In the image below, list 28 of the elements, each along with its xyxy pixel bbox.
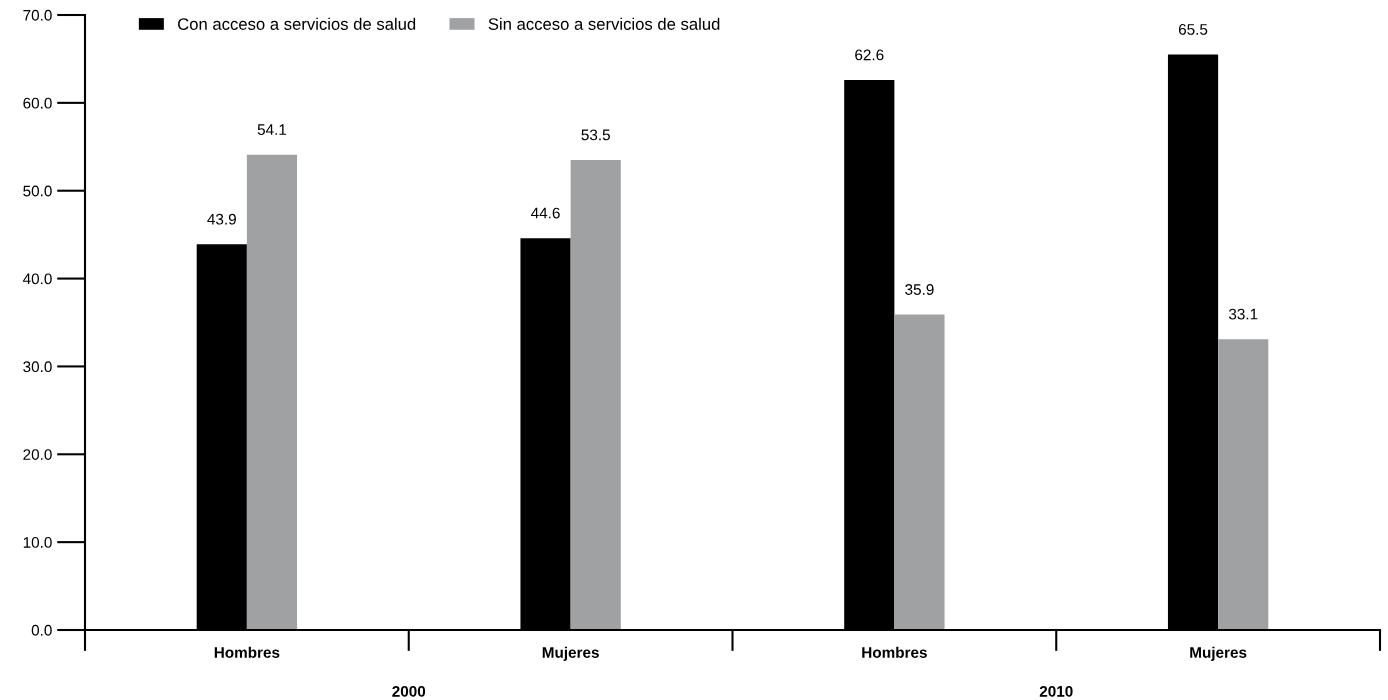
data-label: 35.9 [905,284,934,295]
bar [894,314,945,630]
data-label: 44.6 [531,207,560,219]
y-tick-label: 0.0 [31,624,52,636]
y-tick-label: 50.0 [23,185,52,197]
y-tick-label: 20.0 [23,449,52,460]
bar [246,154,298,630]
x-tick-label: Hombres [862,646,927,658]
data-label: 62.6 [855,49,884,61]
x-tick-label: Mujeres [1190,646,1247,661]
y-tick-label: 10.0 [23,537,52,548]
legend-label: Sin acceso a servicios de salud [488,17,720,30]
y-tick-label: 40.0 [22,273,52,285]
text: 2010 [1039,685,1073,697]
data-label: 33.1 [1228,308,1258,320]
text: 2000 [392,685,426,697]
data-label: 54.1 [257,124,287,136]
bar [1218,339,1269,630]
data-label: 65.5 [1178,24,1208,35]
y-tick-label: 30.0 [23,361,52,373]
bar [570,159,621,630]
data-label: 43.9 [207,213,236,225]
x-tick-label: Mujeres [542,646,599,661]
y-tick-label: 60.0 [23,97,52,109]
y-tick-label: 70.0 [23,9,52,21]
legend-label: Con acceso a servicios de salud [178,17,416,30]
x-tick-label: Hombres [214,646,280,658]
data-label: 53.5 [581,129,610,141]
